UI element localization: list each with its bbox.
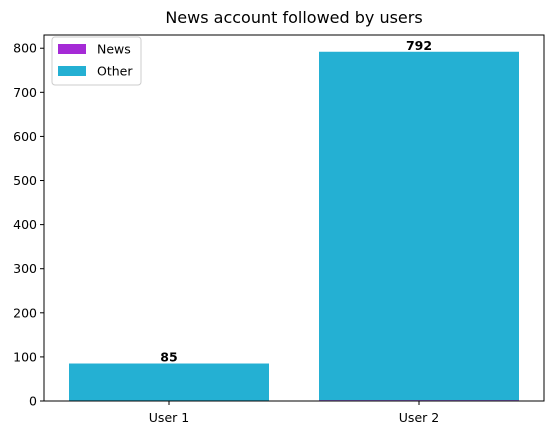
y-tick-label: 700 [13,85,37,100]
y-tick-label: 600 [13,129,37,144]
y-tick-label: 300 [13,261,37,276]
legend: News Other [51,36,142,86]
y-tick-label: 100 [13,349,37,364]
x-tick-label: User 2 [399,410,439,425]
y-tick-label: 200 [13,305,37,320]
legend-swatch-news [58,44,86,54]
y-tick-label: 0 [29,394,37,409]
data-label-user-1: 85 [160,350,177,365]
bars-layer [69,51,519,401]
plot-frame [43,34,545,402]
chart-title: News account followed by users [165,8,422,27]
y-tick-label: 400 [13,217,37,232]
data-label-user-2: 792 [406,38,432,53]
x-axis: User 1 User 2 [149,401,439,425]
bar-other-user-1 [69,363,269,401]
legend-label-news: News [97,42,131,57]
y-tick-label: 500 [13,173,37,188]
x-tick-label: User 1 [149,410,189,425]
data-labels-layer: 85 792 [160,38,432,365]
legend-label-other: Other [97,64,133,79]
y-axis: 0 100 200 300 400 500 600 700 800 [13,41,44,409]
y-tick-label: 800 [13,41,37,56]
bar-other-user-2 [319,51,519,401]
legend-swatch-other [58,66,86,76]
